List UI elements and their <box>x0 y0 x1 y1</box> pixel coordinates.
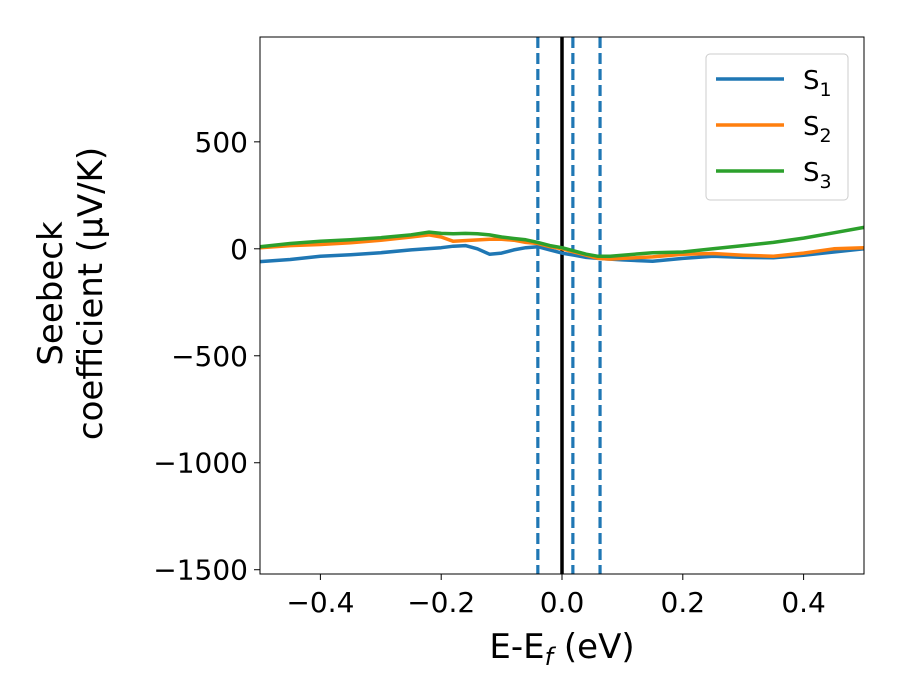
y-tick-label: −500 <box>171 340 248 373</box>
y-tick-label: 500 <box>195 126 248 159</box>
x-tick-label: −0.4 <box>286 586 354 619</box>
legend: S1 S2 S3 <box>705 53 849 201</box>
y-tick-label: −1500 <box>153 554 248 587</box>
x-ticks: −0.4 −0.2 0.0 0.2 0.4 <box>286 574 826 619</box>
legend-label-s1: S1 <box>803 66 832 101</box>
y-axis-label-line2: coefficient (μV/K) <box>71 147 111 440</box>
y-axis-label: Seebeck coefficient (μV/K) <box>31 147 111 440</box>
series-line-s3 <box>259 225 865 259</box>
vertical-lines <box>536 37 602 574</box>
y-axis-label-line1: Seebeck <box>31 221 71 366</box>
series-line-s1 <box>259 243 865 264</box>
y-tick-label: −1000 <box>153 447 248 480</box>
legend-box <box>705 53 849 201</box>
y-ticks: 500 0 −500 −1000 −1500 <box>153 126 260 587</box>
x-axis-label: E-Ef (eV) <box>489 627 634 671</box>
series-lines <box>259 225 865 264</box>
legend-label-s3: S3 <box>803 158 832 193</box>
x-tick-label: 0.2 <box>661 586 706 619</box>
x-tick-label: 0.4 <box>781 586 826 619</box>
legend-label-s2: S2 <box>803 112 832 147</box>
x-tick-label: 0.0 <box>540 586 585 619</box>
y-tick-label: 0 <box>230 233 248 266</box>
x-tick-label: −0.2 <box>407 586 475 619</box>
